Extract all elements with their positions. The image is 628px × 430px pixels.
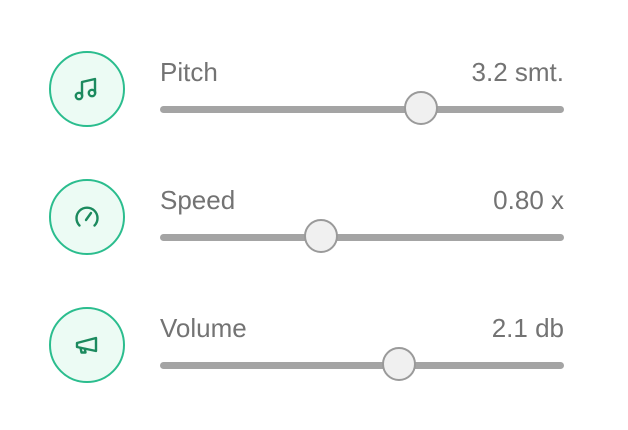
speed-slider-track[interactable]	[160, 219, 564, 253]
pitch-icon-button[interactable]	[49, 51, 125, 127]
music-note-icon	[74, 77, 97, 101]
pitch-slider-thumb[interactable]	[403, 91, 438, 125]
volume-slider-thumb[interactable]	[382, 347, 417, 381]
speedometer-icon	[75, 206, 99, 227]
volume-slider-track[interactable]	[160, 347, 564, 381]
volume-label: Volume	[160, 313, 247, 343]
speed-slider-thumb[interactable]	[303, 219, 338, 253]
volume-icon-button[interactable]	[49, 307, 125, 383]
pitch-label: Pitch	[160, 57, 218, 87]
speed-icon-button[interactable]	[49, 179, 125, 255]
volume-control: Volume 2.1 db	[0, 296, 628, 396]
pitch-control: Pitch 3.2 smt.	[0, 40, 628, 140]
speed-label: Speed	[160, 185, 236, 215]
volume-value: 2.1 db	[491, 313, 564, 343]
speed-control: Speed 0.80 x	[0, 168, 628, 268]
pitch-value: 3.2 smt.	[471, 57, 564, 87]
speed-value: 0.80 x	[493, 185, 564, 215]
megaphone-icon	[75, 336, 98, 354]
pitch-slider-track[interactable]	[160, 91, 564, 125]
